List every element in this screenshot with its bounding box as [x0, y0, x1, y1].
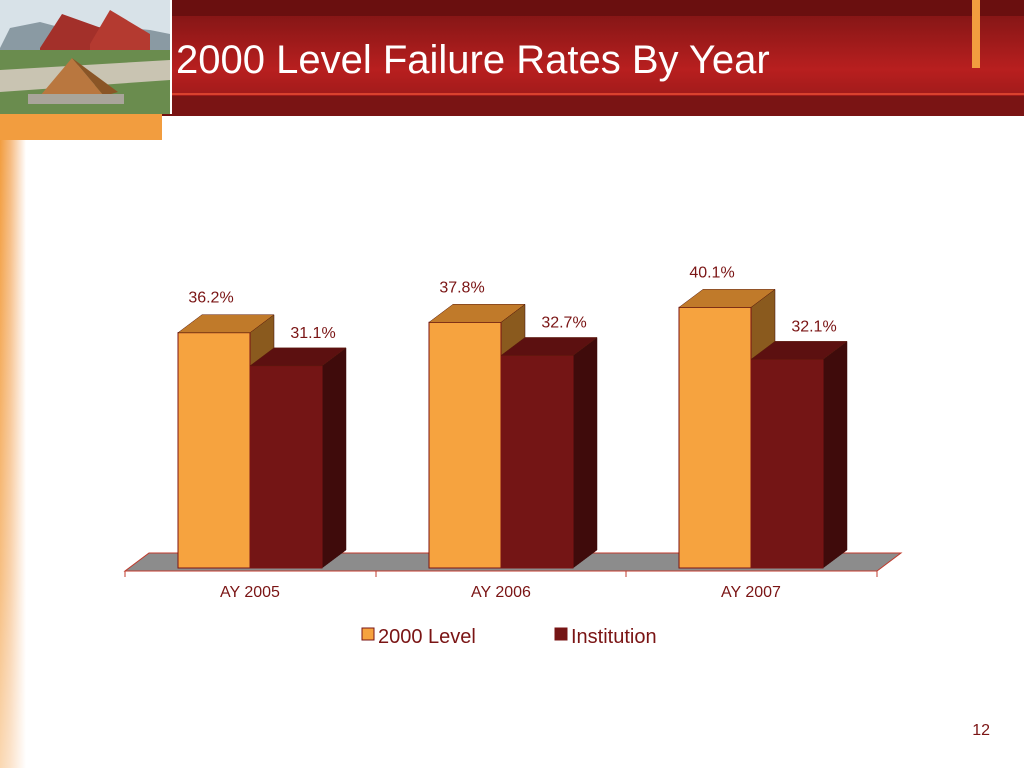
data-label: 32.1%	[791, 318, 836, 335]
legend-swatch	[361, 627, 375, 641]
page-number: 12	[972, 722, 990, 739]
bar-top	[249, 347, 347, 367]
bar	[678, 306, 752, 569]
data-label: 31.1%	[290, 325, 335, 342]
data-label: 36.2%	[188, 290, 233, 307]
data-label: 37.8%	[439, 279, 484, 296]
bar	[428, 321, 502, 569]
legend-label: 2000 Level	[378, 626, 476, 648]
header-bottom-band	[170, 96, 1024, 116]
bar	[177, 332, 251, 569]
bar	[500, 354, 574, 569]
bar-top	[500, 337, 598, 356]
bar	[750, 358, 824, 569]
bar	[249, 365, 323, 569]
bar-side	[572, 336, 598, 569]
bar-side	[822, 340, 848, 569]
bar-top	[678, 289, 776, 308]
photo-orange-band	[0, 114, 162, 140]
bar-side	[321, 347, 347, 569]
header-top-line	[170, 0, 1024, 16]
campus-photo	[0, 0, 172, 114]
left-gradient-fade	[0, 140, 26, 768]
data-label: 32.7%	[541, 314, 586, 331]
header-accent-bar	[972, 0, 980, 68]
data-label: 40.1%	[689, 264, 734, 281]
bar-top	[428, 304, 526, 323]
slide-title: 2000 Level Failure Rates By Year	[176, 38, 770, 82]
header-divider-line	[170, 93, 1024, 95]
bar-top	[750, 341, 848, 360]
legend-swatch	[554, 627, 568, 641]
x-tick-label: AY 2005	[220, 584, 280, 601]
x-tick-label: AY 2006	[471, 584, 531, 601]
bar-top	[177, 314, 275, 333]
x-tick-label: AY 2007	[721, 584, 781, 601]
legend-label: Institution	[571, 626, 657, 648]
